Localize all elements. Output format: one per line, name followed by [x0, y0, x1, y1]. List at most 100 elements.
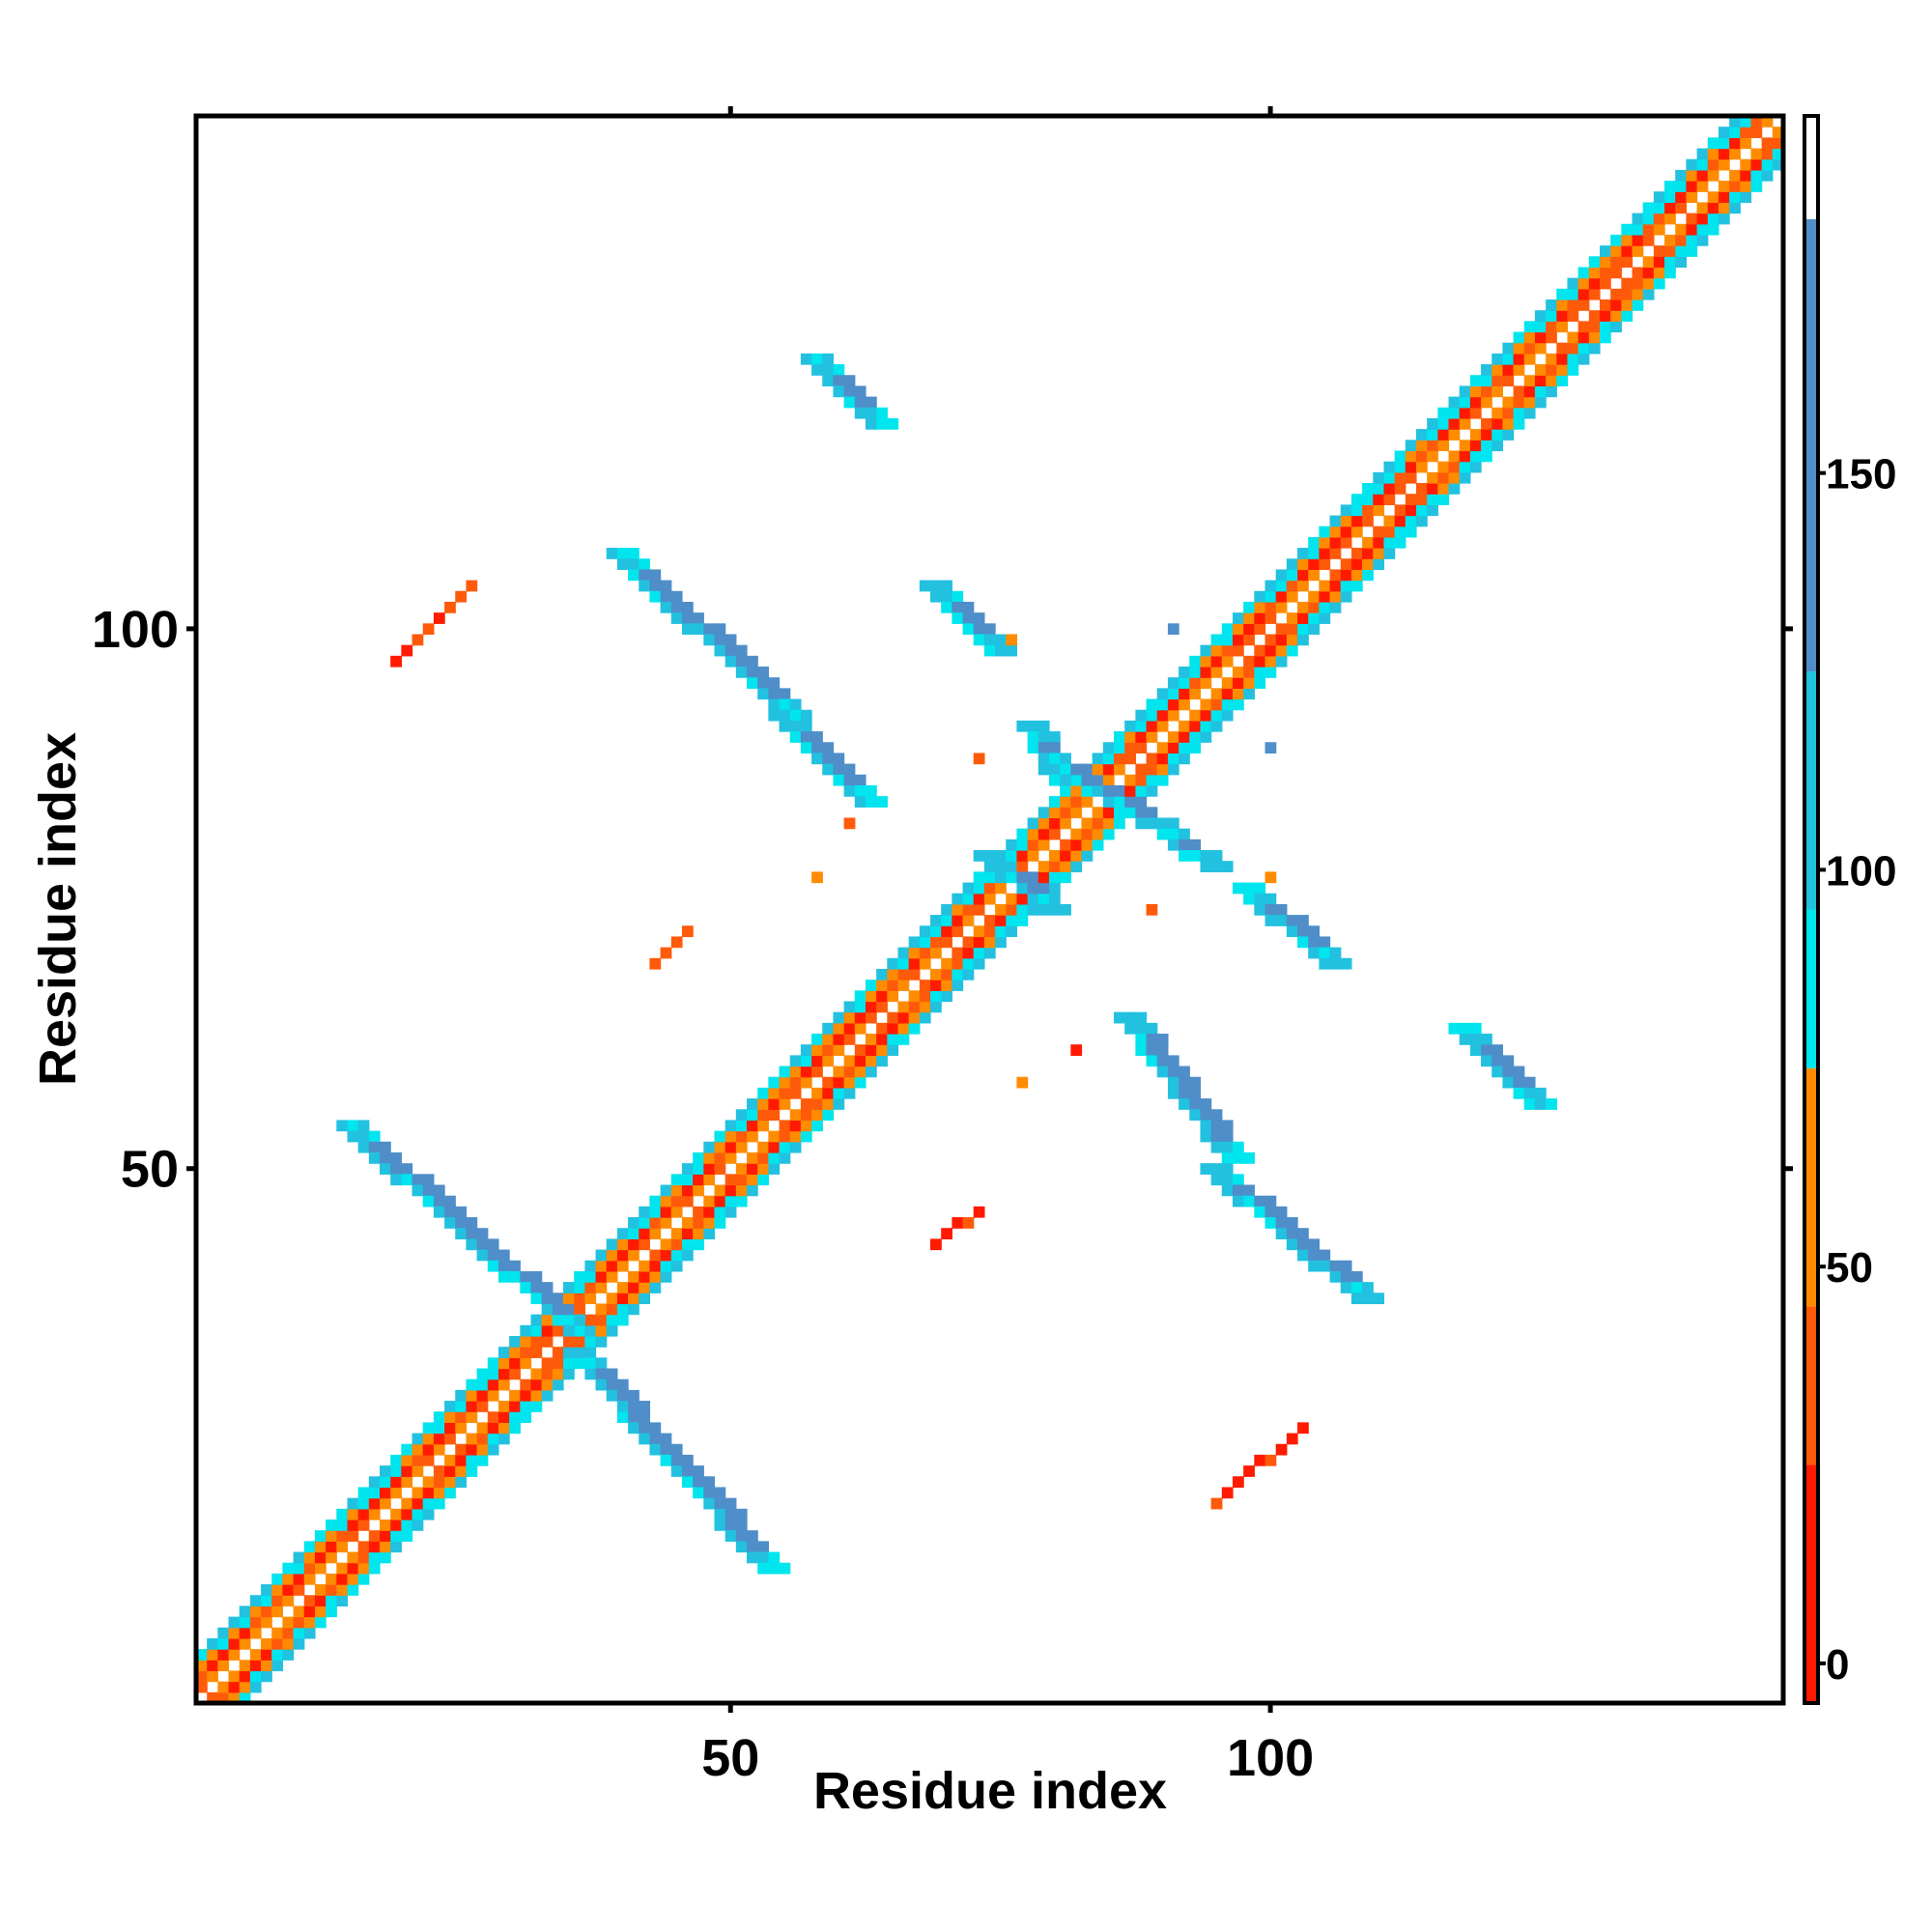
heatmap-cell [952, 947, 964, 959]
heatmap-cell [1383, 461, 1396, 473]
heatmap-cell [779, 709, 791, 722]
heatmap-cell [1264, 655, 1277, 668]
heatmap-cell [1232, 1141, 1244, 1153]
heatmap-cell [693, 1206, 704, 1218]
heatmap-cell [1135, 807, 1148, 819]
heatmap-cell [1415, 494, 1428, 505]
heatmap-cell [639, 1401, 651, 1412]
heatmap-cell [1232, 698, 1244, 711]
heatmap-cell [1696, 213, 1709, 225]
heatmap-cell [422, 1476, 435, 1489]
heatmap-cell [681, 1238, 694, 1251]
heatmap-cell [1124, 731, 1136, 743]
heatmap-cell [1642, 213, 1655, 225]
heatmap-cell [455, 1401, 468, 1412]
heatmap-cell [314, 1541, 327, 1553]
heatmap-cell [1437, 429, 1450, 440]
heatmap-cell [1286, 634, 1298, 646]
heatmap-cell [1415, 504, 1428, 517]
heatmap-cell [1469, 461, 1482, 473]
heatmap-cell [1286, 1238, 1298, 1251]
heatmap-cell [1729, 116, 1741, 128]
heatmap-cell [833, 1044, 845, 1056]
heatmap-cell [1006, 915, 1018, 926]
heatmap-cell [217, 1660, 230, 1672]
heatmap-cell [670, 1454, 683, 1466]
heatmap-cell [995, 871, 1007, 884]
heatmap-cell [303, 1573, 316, 1585]
heatmap-cell [1567, 277, 1579, 290]
heatmap-cell [1297, 634, 1309, 646]
heatmap-cell [1210, 667, 1223, 678]
heatmap-cell [444, 1411, 456, 1423]
heatmap-cell [1642, 202, 1655, 214]
heatmap-cell [1319, 526, 1331, 538]
heatmap-cell [747, 667, 758, 678]
heatmap-cell [444, 1422, 456, 1435]
heatmap-cell [595, 1378, 608, 1391]
heatmap-cell [1448, 396, 1461, 409]
heatmap-cell [574, 1270, 585, 1283]
heatmap-cell [357, 1130, 370, 1143]
heatmap-cell [1329, 536, 1342, 549]
heatmap-cell [1254, 893, 1266, 905]
heatmap-cell [1286, 1217, 1298, 1229]
heatmap-cell [1254, 677, 1266, 689]
heatmap-cell [541, 1335, 554, 1348]
heatmap-cell [693, 1174, 704, 1186]
heatmap-cell [876, 968, 888, 980]
heatmap-cell [271, 1584, 284, 1596]
heatmap-cell [1297, 612, 1309, 624]
heatmap-cell [293, 1562, 305, 1575]
heatmap-cell [476, 1238, 489, 1251]
heatmap-cell [1546, 321, 1557, 333]
heatmap-cell [1308, 947, 1320, 959]
heatmap-cell [1405, 471, 1417, 484]
heatmap-cell [941, 925, 952, 938]
heatmap-cell [1286, 925, 1298, 938]
heatmap-cell [487, 1249, 499, 1262]
heatmap-cell [681, 1249, 694, 1262]
heatmap-cell [520, 1270, 532, 1283]
heatmap-cell [520, 1324, 532, 1337]
heatmap-cell [1135, 1044, 1148, 1056]
heatmap-cell [908, 936, 921, 949]
heatmap-cell [1221, 1184, 1234, 1197]
heatmap-cell [1167, 677, 1179, 689]
heatmap-cell [930, 936, 942, 949]
heatmap-cell [1027, 850, 1039, 862]
heatmap-cell [1675, 256, 1688, 269]
heatmap-cell [476, 1389, 489, 1402]
heatmap-cell [1060, 871, 1071, 884]
heatmap-cell [1437, 440, 1450, 452]
heatmap-cell [1232, 1476, 1244, 1489]
heatmap-cell [681, 925, 694, 938]
heatmap-cell [1179, 720, 1190, 732]
heatmap-cell [336, 1530, 349, 1542]
heatmap-cell [1232, 688, 1244, 700]
heatmap-cell [1481, 396, 1492, 409]
heatmap-cell [1232, 1184, 1244, 1197]
heatmap-cell [1221, 688, 1234, 700]
heatmap-cell [639, 1433, 651, 1445]
heatmap-cell [714, 1217, 726, 1229]
heatmap-cell [649, 1195, 662, 1208]
heatmap-cell [811, 1055, 823, 1067]
heatmap-cell [649, 1282, 662, 1293]
heatmap-cell [865, 1055, 877, 1067]
heatmap-cell [412, 1184, 424, 1197]
heatmap-cell [1210, 634, 1223, 646]
heatmap-cell [1664, 191, 1676, 204]
heatmap-cell [487, 1368, 499, 1380]
heatmap-cell [1060, 784, 1071, 797]
heatmap-cell [368, 1476, 381, 1489]
heatmap-cell [897, 968, 910, 980]
heatmap-cell [1286, 580, 1298, 592]
heatmap-cell [217, 1681, 230, 1693]
heatmap-cell [1546, 353, 1557, 365]
heatmap-cell [1502, 1076, 1515, 1089]
heatmap-cell [574, 1357, 585, 1370]
heatmap-cell [1319, 957, 1331, 970]
heatmap-cell [1415, 450, 1428, 463]
heatmap-cell [843, 1001, 856, 1013]
